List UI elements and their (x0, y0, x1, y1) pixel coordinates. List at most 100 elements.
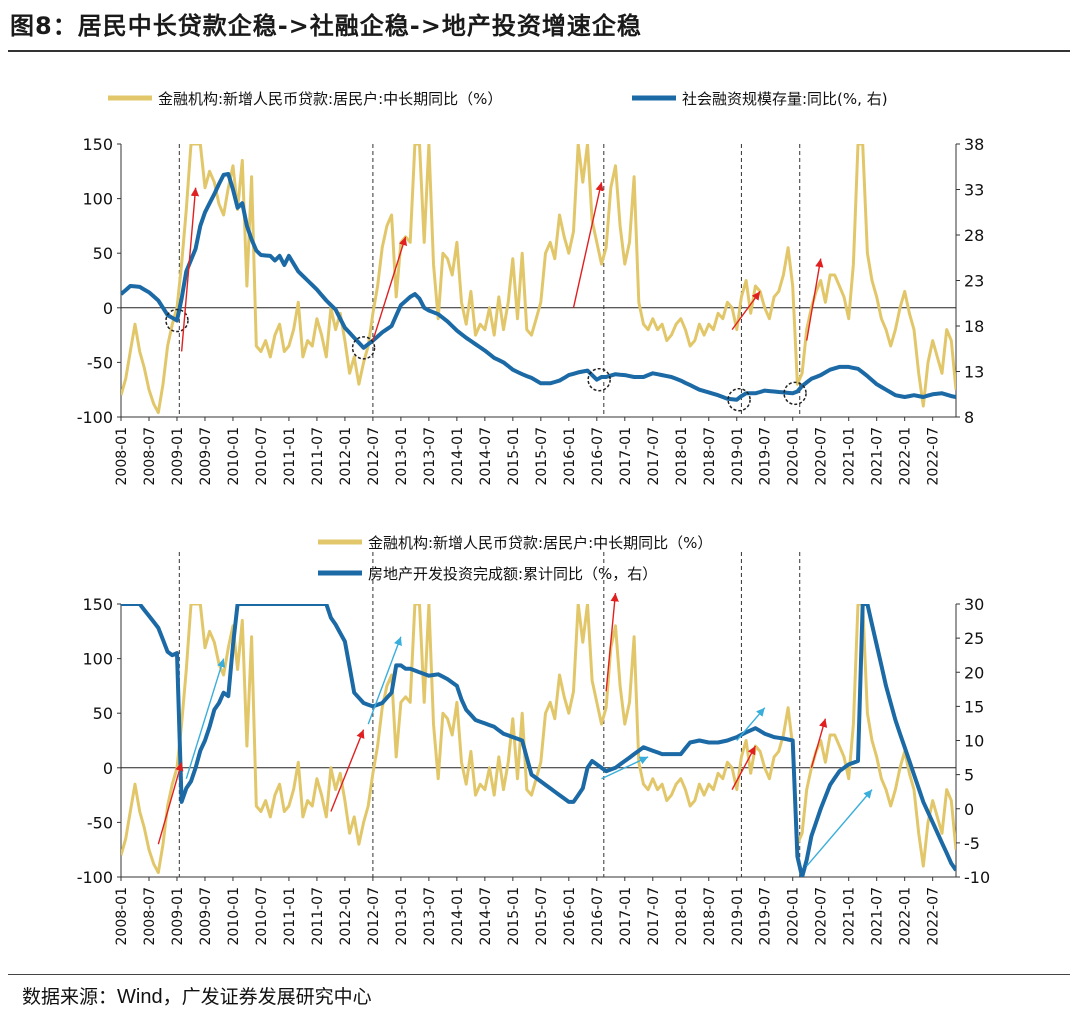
y-tick-label-left: -100 (77, 408, 113, 427)
x-tick-label: 2017-07 (646, 427, 662, 486)
y-tick-label-right: 20 (964, 663, 984, 682)
x-tick-label: 2021-01 (842, 427, 858, 486)
source-rule (8, 974, 1070, 975)
trend-arrow-red (180, 187, 200, 352)
x-tick-label: 2016-01 (562, 887, 578, 946)
x-tick-label: 2021-01 (842, 887, 858, 946)
x-tick-label: 2022-01 (898, 427, 914, 486)
series-line-2 (121, 604, 956, 877)
trend-arrow-red (157, 762, 184, 845)
y-tick-label-left: -50 (87, 813, 113, 832)
x-tick-label: 2014-01 (450, 427, 466, 486)
title-rule (8, 50, 1070, 52)
x-tick-label: 2010-01 (226, 887, 242, 946)
y-tick-label-right: -5 (964, 834, 980, 853)
source-wind: Wind (117, 986, 163, 1008)
x-tick-label: 2017-07 (646, 887, 662, 946)
x-tick-label: 2015-07 (534, 887, 550, 946)
source-suffix: ，广发证券发展研究中心 (162, 986, 372, 1008)
x-tick-label: 2013-01 (394, 427, 410, 486)
x-tick-label: 2011-07 (310, 887, 326, 946)
x-tick-label: 2008-07 (142, 887, 158, 946)
x-tick-label: 2013-07 (422, 427, 438, 486)
x-tick-label: 2021-07 (870, 427, 886, 486)
y-tick-label-left: 0 (103, 299, 113, 318)
x-tick-label: 2016-01 (562, 427, 578, 486)
source-prefix: 数据来源： (22, 986, 118, 1008)
x-tick-label: 2018-01 (674, 887, 690, 946)
chart-social-financing: 金融机构:新增人民币贷款:居民户:中长期同比（%） 社会融资规模存量:同比(%, … (77, 90, 985, 486)
x-tick-label: 2022-01 (898, 887, 914, 946)
x-tick-label: 2020-07 (814, 427, 830, 486)
figure-title: 图8：居民中长贷款企稳->社融企稳->地产投资增速企稳 (10, 6, 642, 41)
x-tick-label: 2010-07 (254, 887, 270, 946)
x-tick-label: 2014-01 (450, 887, 466, 946)
trend-arrow-cyan (806, 789, 873, 867)
y-tick-label-left: 100 (82, 650, 113, 669)
legend-label-2: 房地产开发投资完成额:累计同比（%，右） (368, 565, 657, 583)
y-tick-label-left: 150 (82, 135, 113, 154)
x-tick-label: 2009-01 (170, 427, 186, 486)
trend-arrow-red (372, 236, 408, 341)
series-line-loans (121, 604, 956, 875)
x-tick-label: 2011-07 (310, 427, 326, 486)
y-tick-label-left: -50 (87, 353, 113, 372)
x-tick-label: 2014-07 (478, 427, 494, 486)
y-tick-label-right: 8 (964, 408, 974, 427)
y-tick-label-right: 18 (964, 317, 984, 336)
y-tick-label-right: 28 (964, 226, 984, 245)
y-tick-label-left: 100 (82, 190, 113, 209)
trend-arrow-red (605, 593, 619, 692)
x-tick-label: 2017-01 (618, 427, 634, 486)
x-tick-label: 2012-01 (338, 427, 354, 486)
x-tick-label: 2019-01 (730, 887, 746, 946)
x-tick-label: 2015-01 (506, 427, 522, 486)
trend-arrow-red (806, 258, 824, 341)
x-tick-label: 2019-07 (758, 427, 774, 486)
y-tick-label-right: 13 (964, 363, 984, 382)
trend-arrow-red (731, 745, 757, 790)
y-tick-label-right: 0 (964, 800, 974, 819)
y-tick-label-right: 38 (964, 135, 984, 154)
x-tick-label: 2014-07 (478, 887, 494, 946)
y-tick-label-right: 10 (964, 732, 984, 751)
y-tick-label-right: 25 (964, 629, 984, 648)
x-tick-label: 2013-01 (394, 887, 410, 946)
x-tick-label: 2008-07 (142, 427, 158, 486)
y-tick-label-left: -100 (77, 868, 113, 887)
turning-point-circle (587, 367, 611, 392)
y-tick-label-left: 50 (93, 244, 113, 263)
x-tick-label: 2021-07 (870, 887, 886, 946)
figure-title-text: 居民中长贷款企稳->社融企稳->地产投资增速企稳 (77, 12, 642, 40)
x-tick-label: 2016-07 (590, 427, 606, 486)
x-tick-label: 2011-01 (282, 427, 298, 486)
x-tick-label: 2012-01 (338, 887, 354, 946)
x-tick-label: 2011-01 (282, 887, 298, 946)
series-group (121, 604, 956, 877)
x-tick-label: 2009-01 (170, 887, 186, 946)
y-tick-label-right: 30 (964, 595, 984, 614)
series-group (121, 144, 956, 415)
trend-arrow-cyan (185, 658, 226, 779)
chart-real-estate-investment: 金融机构:新增人民币贷款:居民户:中长期同比（%） 房地产开发投资完成额:累计同比… (77, 534, 990, 946)
y-tick-label-right: 15 (964, 697, 984, 716)
trend-arrow-cyan (736, 707, 766, 741)
y-tick-label-left: 50 (93, 704, 113, 723)
legend-label-2: 社会融资规模存量:同比(%, 右) (682, 90, 888, 108)
turning-point-circle (351, 336, 376, 360)
series-line-loans (121, 144, 956, 415)
x-tick-label: 2009-07 (198, 427, 214, 486)
x-tick-label: 2010-07 (254, 427, 270, 486)
trend-arrow-red (572, 182, 604, 308)
legend-label-1: 金融机构:新增人民币贷款:居民户:中长期同比（%） (158, 90, 502, 108)
legend-label-1: 金融机构:新增人民币贷款:居民户:中长期同比（%） (368, 534, 712, 552)
x-tick-label: 2018-07 (702, 887, 718, 946)
x-tick-label: 2018-01 (674, 427, 690, 486)
x-tick-label: 2010-01 (226, 427, 242, 486)
x-tick-label: 2019-07 (758, 887, 774, 946)
x-tick-label: 2008-01 (114, 887, 130, 946)
turning-point-circle (727, 387, 751, 412)
y-tick-label-right: 5 (964, 766, 974, 785)
y-tick-label-right: 33 (964, 181, 984, 200)
y-tick-label-right: -10 (964, 868, 990, 887)
